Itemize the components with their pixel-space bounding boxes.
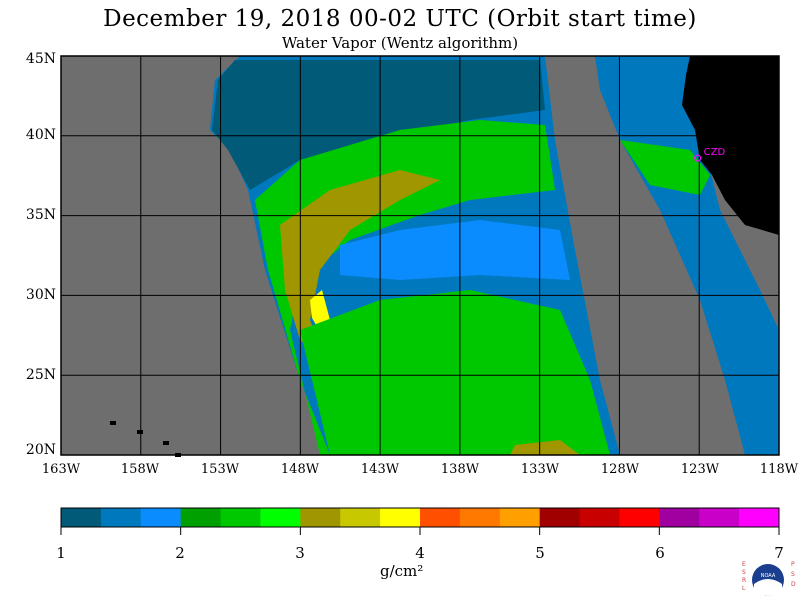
lon-label-123w: 123W xyxy=(680,462,720,477)
swath-right-moisture xyxy=(620,140,710,195)
colorbar-tick-7: 7 xyxy=(774,544,784,562)
colorbar-swatch xyxy=(579,508,620,527)
colorbar-tick-3: 3 xyxy=(295,544,305,562)
colorbar-swatch xyxy=(539,508,581,527)
colorbar-swatch xyxy=(260,508,301,527)
map-frame xyxy=(60,55,780,456)
lat-label-40: 40N xyxy=(25,127,56,143)
logo-center-text: NOAA xyxy=(761,573,776,579)
colorbar-tick-6: 6 xyxy=(655,544,665,562)
colorbar-swatch xyxy=(380,508,421,527)
lon-label-153w: 153W xyxy=(200,462,240,477)
colorbar-swatch xyxy=(459,508,501,527)
colorbar-swatch xyxy=(659,508,700,527)
lat-label-20: 20N xyxy=(25,442,56,458)
lon-label-118w: 118W xyxy=(759,462,799,477)
island-1 xyxy=(137,430,143,434)
lon-label-148w: 148W xyxy=(280,462,320,477)
colorbar-swatch xyxy=(420,508,461,527)
colorbar-swatch xyxy=(140,508,182,527)
swath-south xyxy=(300,290,610,455)
lat-label-45: 45N xyxy=(25,51,56,67)
colorbar-swatch xyxy=(180,508,222,527)
colorbar-swatch xyxy=(699,508,740,527)
lon-label-138w: 138W xyxy=(440,462,480,477)
lon-label-128w: 128W xyxy=(600,462,640,477)
lon-label-163w: 163W xyxy=(41,462,81,477)
colorbar-swatch xyxy=(619,508,660,527)
colorbar-swatch xyxy=(340,508,381,527)
station-label: CZD xyxy=(704,147,726,158)
colorbar-swatch xyxy=(499,508,541,527)
colorbar-swatch xyxy=(739,508,780,527)
lat-label-25: 25N xyxy=(25,367,56,383)
moisture-core xyxy=(280,170,440,360)
lon-label-158w: 158W xyxy=(120,462,160,477)
page-subtitle: Water Vapor (Wentz algorithm) xyxy=(281,34,519,52)
colorbar-swatch xyxy=(100,508,142,527)
colorbar-swatch xyxy=(61,508,102,527)
station-marker xyxy=(694,154,702,162)
colorbar-swatch xyxy=(300,508,341,527)
colorbar-unit: g/cm² xyxy=(380,562,424,580)
lon-label-143w: 143W xyxy=(360,462,400,477)
swath-north-dark xyxy=(212,60,545,190)
lat-label-35: 35N xyxy=(25,207,56,223)
colorbar-tick-4: 4 xyxy=(415,544,425,562)
colorbar-swatch xyxy=(220,508,261,527)
dry-slot xyxy=(340,220,570,280)
land-mask xyxy=(682,56,779,235)
island-2 xyxy=(163,441,169,445)
island-0 xyxy=(110,421,116,425)
page-title: December 19, 2018 00-02 UTC (Orbit start… xyxy=(103,6,697,32)
lon-label-133w: 133W xyxy=(520,462,560,477)
colorbar-tick-5: 5 xyxy=(535,544,545,562)
colorbar-tick-2: 2 xyxy=(175,544,185,562)
swath-south-peak xyxy=(510,440,580,455)
lat-label-30: 30N xyxy=(25,287,56,303)
colorbar-tick-1: 1 xyxy=(56,544,66,562)
